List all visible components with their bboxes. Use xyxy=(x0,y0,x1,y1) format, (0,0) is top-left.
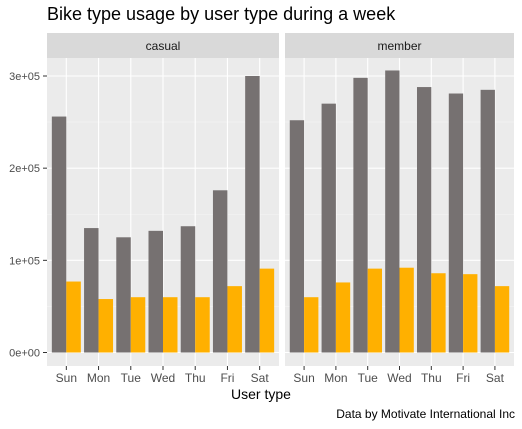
y-tick-label: 2e+05 xyxy=(9,163,40,175)
bar xyxy=(463,274,478,353)
bar xyxy=(399,267,414,353)
x-tick-label: Sat xyxy=(251,371,270,385)
bar xyxy=(163,297,178,353)
bar xyxy=(494,286,510,353)
bar xyxy=(289,120,305,353)
facet-strip-label: casual xyxy=(146,39,181,53)
facet-strip xyxy=(47,33,279,58)
bar xyxy=(448,93,464,353)
x-tick-label: Thu xyxy=(421,371,442,385)
facet-strip-label: member xyxy=(377,39,421,53)
bar xyxy=(66,281,81,353)
x-tick-label: Sun xyxy=(56,371,77,385)
bar xyxy=(416,87,432,353)
x-tick-label: Wed xyxy=(151,371,175,385)
x-tick-label: Fri xyxy=(220,371,234,385)
x-tick-label: Sat xyxy=(486,371,505,385)
bar xyxy=(51,116,67,353)
y-tick-label: 3e+05 xyxy=(9,71,40,83)
x-tick-label: Fri xyxy=(456,371,470,385)
x-tick-label: Thu xyxy=(185,371,206,385)
bar xyxy=(480,89,495,353)
bar xyxy=(385,70,400,353)
bar xyxy=(98,299,114,353)
x-tick-label: Tue xyxy=(121,371,142,385)
x-tick-label: Mon xyxy=(324,371,347,385)
x-tick-label: Tue xyxy=(358,371,379,385)
chart-caption: Data by Motivate International Inc xyxy=(336,407,515,421)
x-tick-label: Sun xyxy=(293,371,314,385)
bar xyxy=(367,268,383,353)
bar xyxy=(245,76,260,353)
bar xyxy=(321,103,336,353)
y-tick-label: 0e+00 xyxy=(9,348,40,360)
bar xyxy=(353,77,368,353)
bar xyxy=(227,286,242,353)
bar xyxy=(180,226,196,353)
bar xyxy=(431,273,446,353)
bar xyxy=(212,190,228,353)
facet-strip xyxy=(285,33,514,58)
y-tick-label: 1e+05 xyxy=(9,255,40,267)
bar xyxy=(335,282,351,353)
bar xyxy=(148,230,163,353)
bar xyxy=(130,297,146,353)
bar xyxy=(304,297,319,353)
bar xyxy=(195,297,210,353)
chart-title: Bike type usage by user type during a we… xyxy=(47,4,396,24)
bar xyxy=(259,268,275,353)
bar xyxy=(84,228,99,353)
x-tick-label: Wed xyxy=(387,371,411,385)
x-tick-label: Mon xyxy=(87,371,110,385)
bar xyxy=(116,237,131,353)
x-axis-label: User type xyxy=(231,386,291,402)
